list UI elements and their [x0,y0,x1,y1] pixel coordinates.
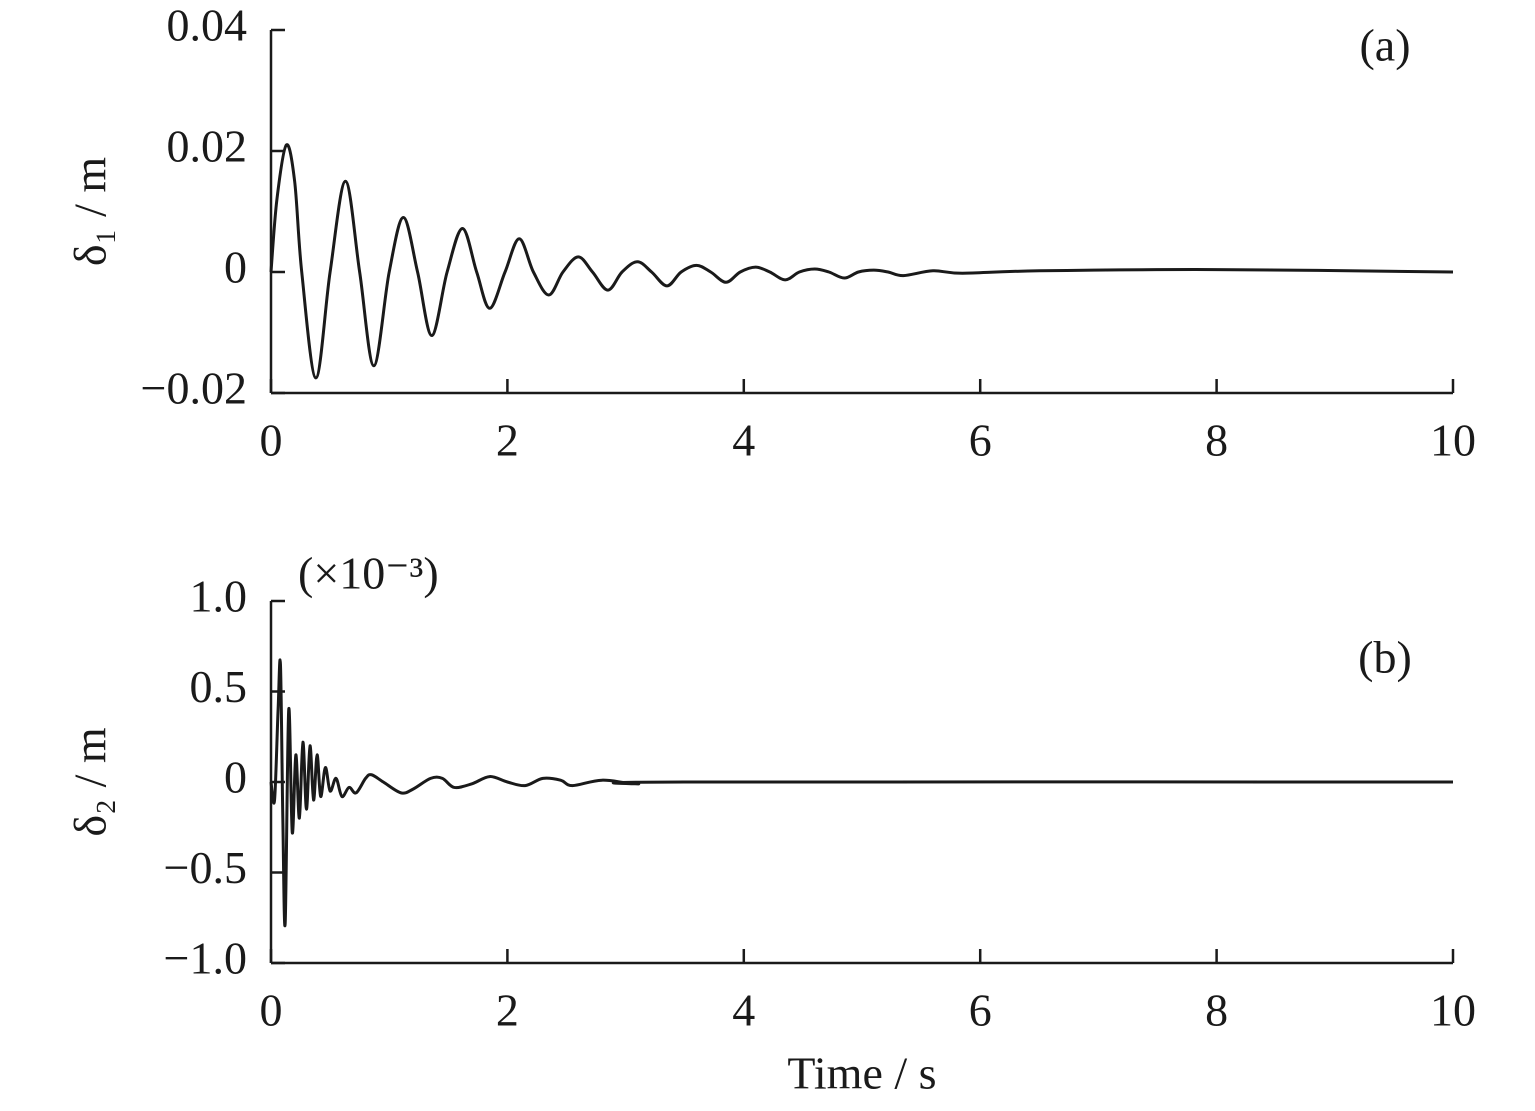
annotation: (×10⁻³) [298,548,439,599]
x-tick-label: 6 [969,415,992,466]
x-tick-label: 0 [260,985,283,1036]
x-tick-label: 8 [1205,415,1228,466]
y-axis-label: δ₂ / m [65,727,116,836]
x-tick-label: 6 [969,985,992,1036]
x-tick-label: 10 [1430,415,1476,466]
x-tick-label: 4 [732,985,755,1036]
x-tick-label: 8 [1205,985,1228,1036]
y-tick-label: 0.5 [190,661,248,712]
x-tick-label: 2 [496,985,519,1036]
y-tick-label: −1.0 [164,933,247,984]
y-tick-label: 0.04 [167,0,248,51]
y-tick-label: 1.0 [190,571,248,622]
data-line [269,143,1454,380]
y-tick-label: 0.02 [167,121,248,172]
x-tick-label: 0 [260,415,283,466]
annotation: (a) [1359,20,1410,71]
y-tick-label: −0.02 [141,363,247,414]
y-tick-label: −0.5 [164,842,247,893]
y-axis-label: δ₁ / m [65,157,116,266]
annotation: (b) [1358,632,1412,683]
x-axis-label: Time / s [787,1048,936,1099]
y-tick-label: 0 [224,242,247,293]
x-tick-label: 10 [1430,985,1476,1036]
data-line [269,658,1454,928]
x-tick-label: 2 [496,415,519,466]
y-tick-label: 0 [224,752,247,803]
x-tick-label: 4 [732,415,755,466]
